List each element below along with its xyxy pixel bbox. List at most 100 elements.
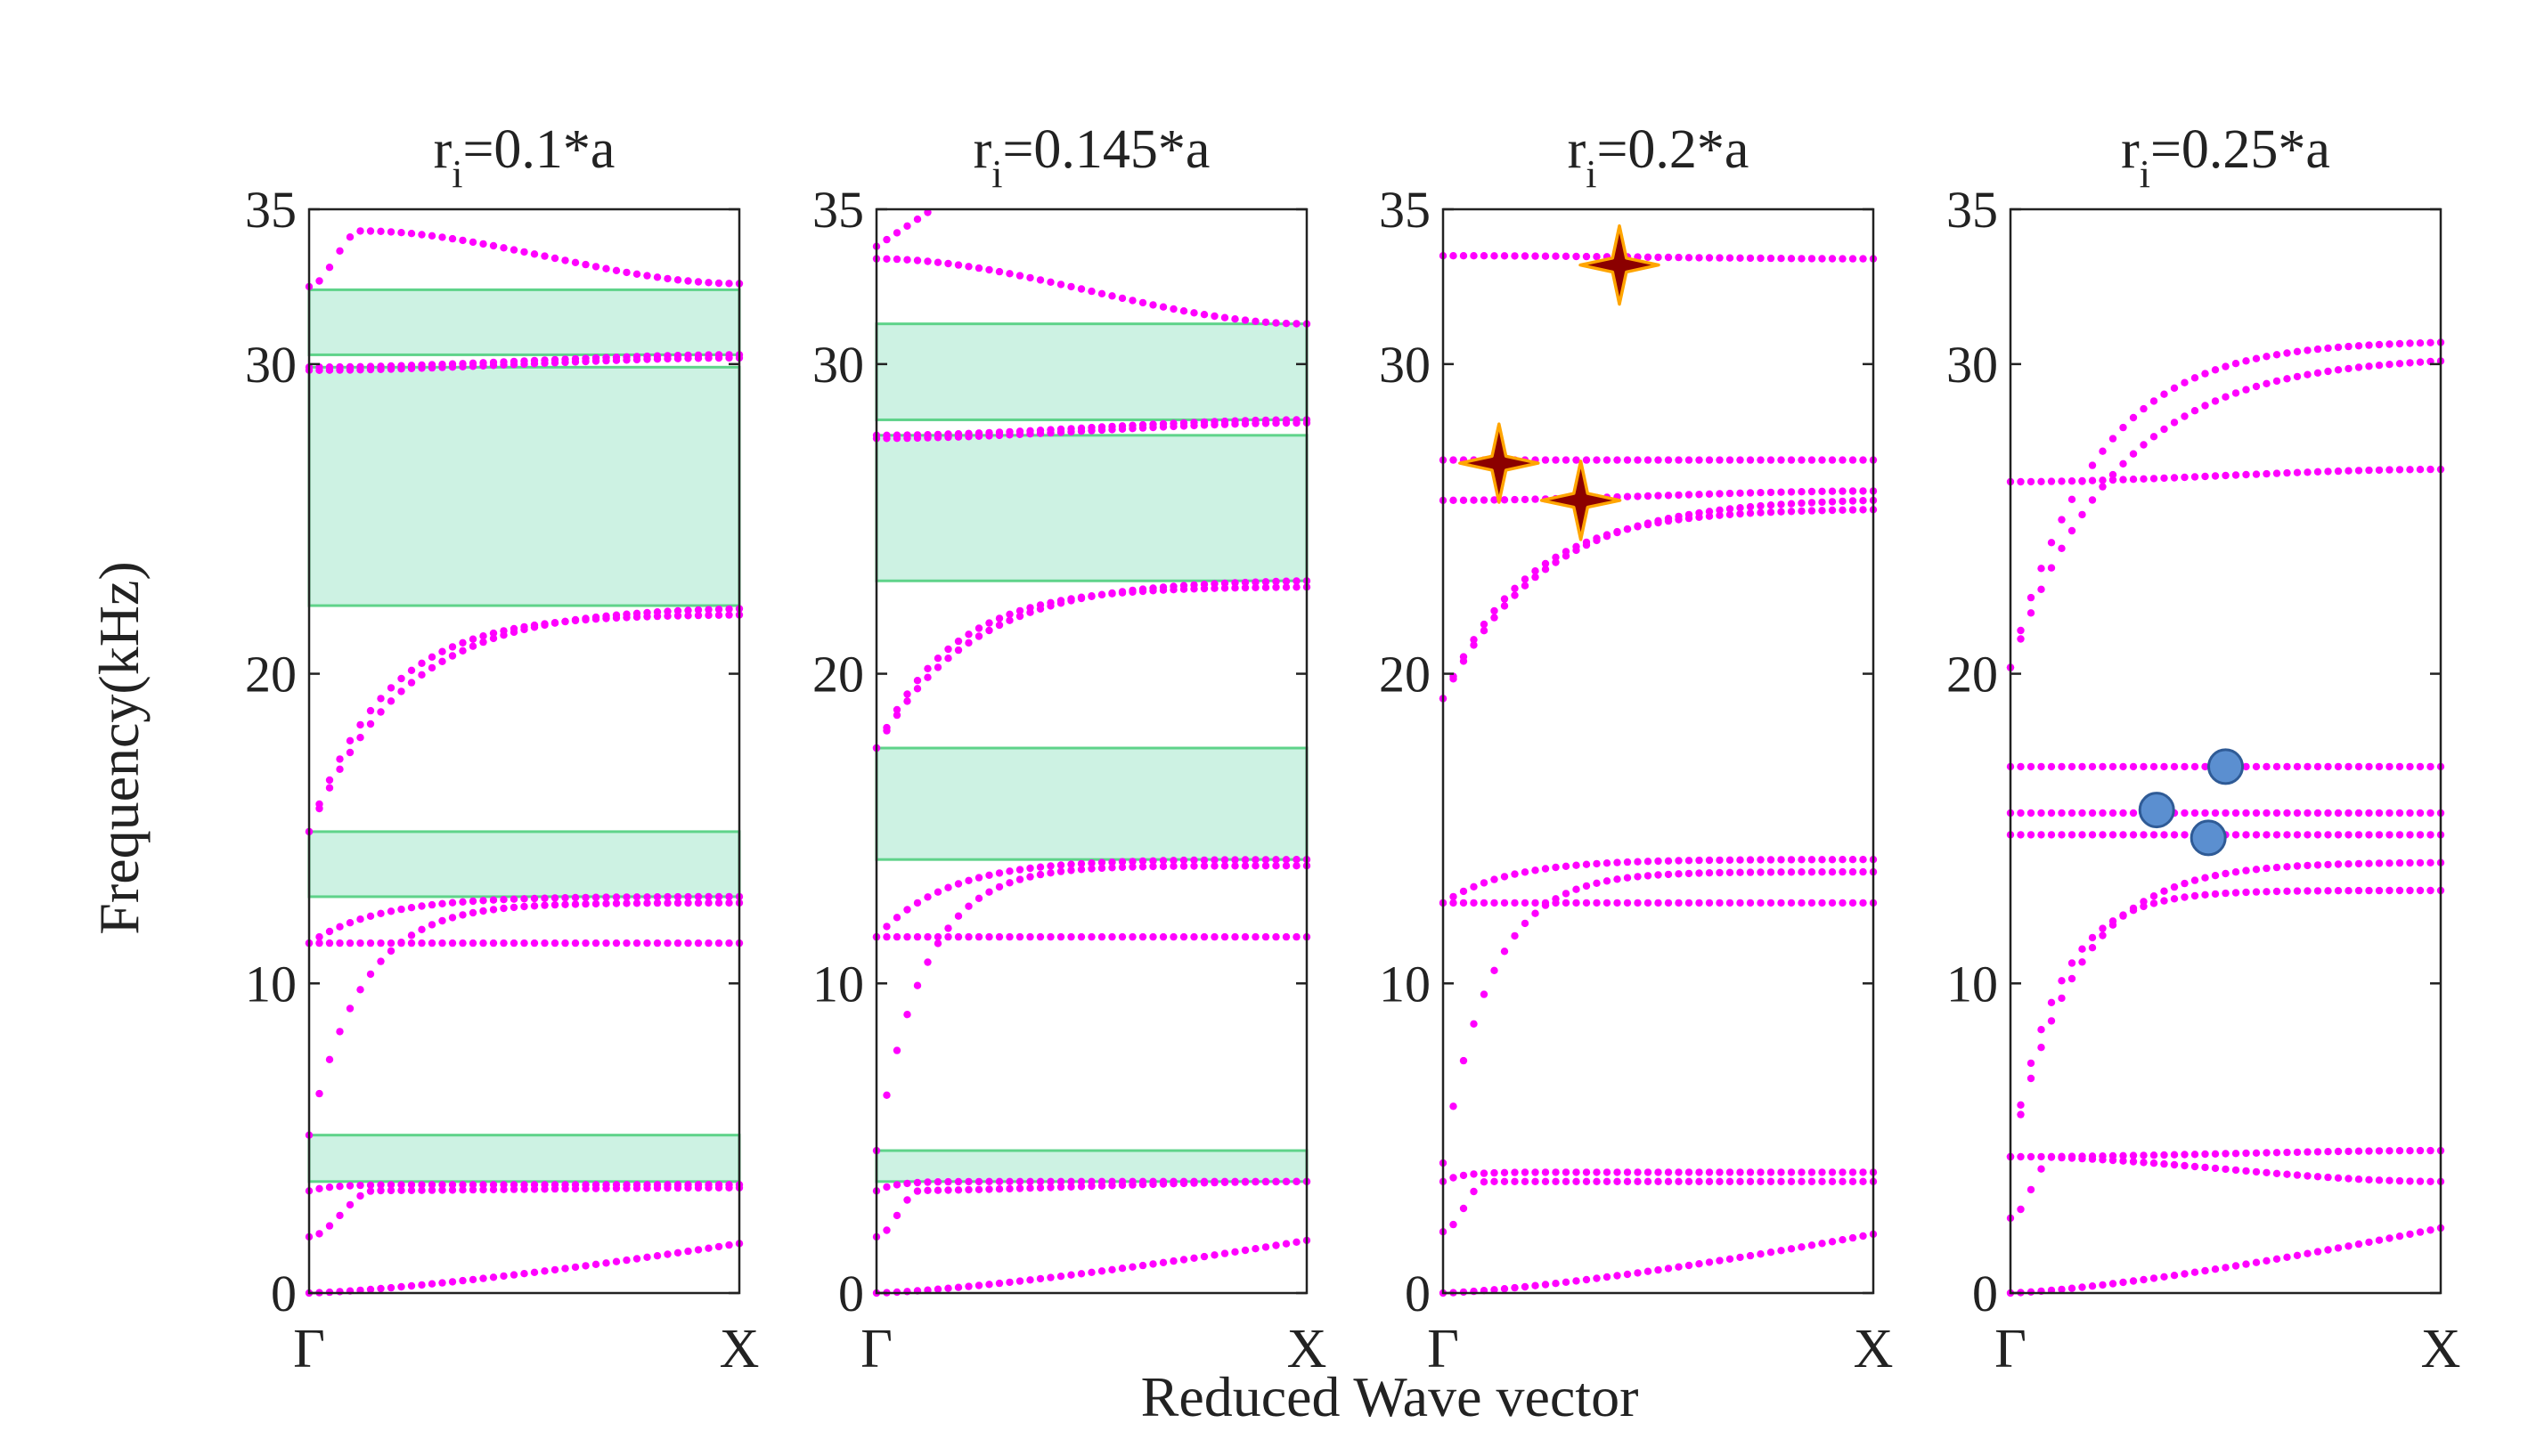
band-point bbox=[1211, 856, 1219, 864]
band-point bbox=[2170, 1160, 2179, 1169]
band-point bbox=[1705, 1168, 1714, 1176]
band-point bbox=[1047, 278, 1055, 286]
band-point bbox=[2324, 1148, 2332, 1156]
band-point bbox=[2304, 809, 2312, 817]
band-point bbox=[2242, 762, 2250, 771]
band-point bbox=[2119, 476, 2127, 484]
band-point bbox=[673, 1181, 682, 1189]
band-point bbox=[2263, 831, 2271, 839]
band-point bbox=[924, 673, 932, 681]
band-point bbox=[2385, 859, 2393, 867]
band-point bbox=[1149, 301, 1157, 309]
band-point bbox=[1531, 899, 1539, 907]
band-point bbox=[489, 358, 498, 367]
band-point bbox=[1602, 1177, 1611, 1186]
band-point bbox=[714, 899, 723, 907]
band-point bbox=[2375, 809, 2384, 817]
band-point bbox=[1067, 866, 1075, 874]
band-point bbox=[346, 1200, 355, 1209]
band-point bbox=[1716, 1168, 1724, 1176]
band-point bbox=[2088, 476, 2097, 484]
band-point bbox=[2231, 1150, 2240, 1158]
band-point bbox=[2395, 1232, 2404, 1240]
band-point bbox=[1643, 858, 1652, 866]
band-point bbox=[2140, 1275, 2148, 1284]
band-point bbox=[1613, 875, 1621, 883]
band-point bbox=[1521, 1282, 1529, 1291]
band-point bbox=[725, 605, 733, 614]
band-point bbox=[1047, 932, 1055, 941]
band-point bbox=[2047, 1152, 2056, 1161]
band-point bbox=[1190, 419, 1198, 427]
band-point bbox=[1848, 856, 1857, 864]
band-point bbox=[387, 1181, 396, 1189]
band-point bbox=[315, 932, 323, 941]
band-point bbox=[407, 1186, 416, 1195]
band-point bbox=[1088, 1268, 1096, 1277]
band-point bbox=[1056, 281, 1065, 289]
band-point bbox=[2047, 809, 2056, 817]
band-point bbox=[1828, 1238, 1837, 1246]
band-point bbox=[2078, 1152, 2086, 1160]
band-point bbox=[944, 1177, 952, 1186]
band-point bbox=[1272, 416, 1280, 424]
band-point bbox=[2252, 354, 2261, 362]
band-point bbox=[2385, 1234, 2393, 1242]
band-point bbox=[2149, 762, 2158, 771]
band-point bbox=[1736, 254, 1744, 262]
band-point bbox=[2170, 762, 2179, 771]
band-point bbox=[944, 655, 952, 663]
band-point bbox=[705, 899, 713, 907]
band-point bbox=[2334, 366, 2343, 374]
band-point bbox=[1077, 594, 1086, 603]
band-point bbox=[1470, 252, 1478, 260]
band-point bbox=[2067, 1284, 2076, 1292]
band-point bbox=[356, 227, 364, 235]
band-point bbox=[2026, 809, 2035, 817]
band-point bbox=[459, 647, 467, 655]
band-point bbox=[664, 352, 672, 360]
band-point bbox=[934, 258, 942, 266]
band-point bbox=[1705, 856, 1714, 865]
band-point bbox=[1593, 1274, 1601, 1282]
band-point bbox=[1293, 856, 1301, 864]
band-point bbox=[356, 986, 364, 994]
band-point bbox=[1572, 1277, 1580, 1285]
band-point bbox=[2037, 585, 2045, 593]
band-point bbox=[2222, 1150, 2230, 1158]
band-point bbox=[2365, 1147, 2373, 1155]
band-point bbox=[623, 353, 631, 361]
band-point bbox=[1470, 496, 1478, 504]
band-point bbox=[2067, 526, 2076, 535]
band-point bbox=[1272, 319, 1280, 327]
band-point bbox=[479, 359, 487, 367]
band-point bbox=[1695, 1260, 1703, 1268]
band-point bbox=[1026, 1177, 1034, 1186]
band-point bbox=[602, 939, 610, 948]
band-point bbox=[1108, 1177, 1116, 1186]
band-point bbox=[1282, 416, 1291, 424]
band-point bbox=[1818, 507, 1826, 515]
band-point bbox=[653, 1252, 662, 1260]
band-point bbox=[924, 257, 932, 265]
band-point bbox=[1593, 879, 1601, 887]
band-point bbox=[336, 755, 344, 763]
band-point bbox=[1705, 254, 1714, 262]
band-point bbox=[2067, 495, 2076, 503]
band-point bbox=[1088, 287, 1096, 296]
band-point bbox=[2242, 1260, 2250, 1268]
band-point bbox=[1190, 309, 1198, 317]
x-tick-label-x: X bbox=[720, 1319, 760, 1379]
band-point bbox=[1449, 1174, 1457, 1182]
band-point bbox=[1077, 866, 1086, 874]
band-point bbox=[2375, 1236, 2384, 1244]
band-point bbox=[489, 629, 498, 638]
band-point bbox=[995, 869, 1004, 877]
band-point bbox=[1787, 255, 1796, 263]
band-point bbox=[1480, 1169, 1488, 1177]
band-point bbox=[571, 1181, 580, 1189]
band-point bbox=[2395, 339, 2404, 348]
band-point bbox=[1490, 1177, 1498, 1186]
band-point bbox=[1521, 582, 1529, 590]
panel-title: ri=0.2*a bbox=[1568, 119, 1749, 196]
